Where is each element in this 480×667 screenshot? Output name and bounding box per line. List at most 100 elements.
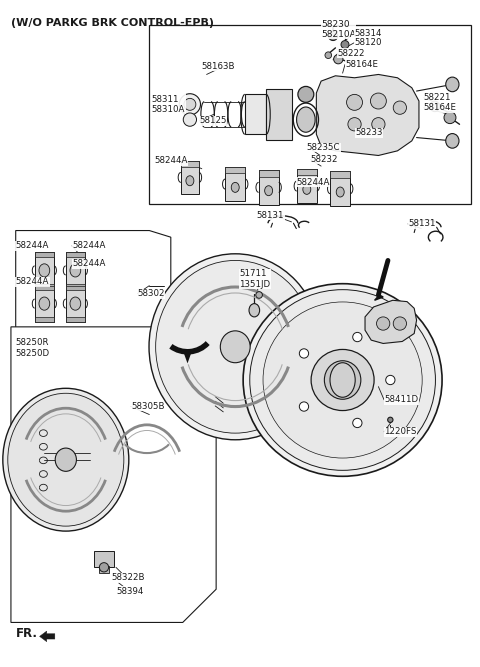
Bar [35, 285, 54, 290]
Ellipse shape [183, 113, 196, 126]
Ellipse shape [220, 331, 250, 363]
Ellipse shape [55, 448, 76, 472]
Text: 58163B: 58163B [202, 62, 235, 71]
Ellipse shape [376, 317, 390, 330]
Bar [225, 167, 245, 201]
Text: 58222: 58222 [338, 49, 365, 58]
Polygon shape [183, 350, 192, 364]
Text: 58305B: 58305B [131, 402, 165, 411]
Bar [149, 25, 471, 204]
Text: 1220FS: 1220FS [384, 428, 417, 436]
Ellipse shape [300, 402, 309, 411]
Text: 58131: 58131 [257, 211, 284, 219]
Bar [35, 285, 54, 321]
Bar [181, 161, 199, 194]
Text: 58233: 58233 [356, 129, 383, 137]
Ellipse shape [386, 376, 395, 385]
Ellipse shape [334, 55, 343, 64]
Text: 58244A: 58244A [296, 177, 330, 187]
Bar [66, 253, 85, 257]
Ellipse shape [70, 264, 81, 277]
Ellipse shape [149, 253, 322, 440]
Text: 58311
58310A: 58311 58310A [152, 95, 185, 114]
Ellipse shape [446, 133, 459, 148]
Text: 58230
58210A: 58230 58210A [321, 19, 356, 39]
Text: 58302: 58302 [137, 289, 165, 298]
Bar [35, 253, 54, 288]
Text: 58394: 58394 [116, 587, 144, 596]
Ellipse shape [371, 93, 386, 109]
Bar [181, 161, 199, 167]
Text: 58244A: 58244A [16, 277, 49, 286]
Bar [225, 167, 245, 173]
Bar [66, 285, 85, 321]
Ellipse shape [180, 94, 201, 115]
Text: 58314: 58314 [355, 29, 382, 38]
Ellipse shape [249, 303, 260, 317]
Ellipse shape [347, 94, 362, 110]
Ellipse shape [300, 349, 309, 358]
Ellipse shape [264, 185, 273, 195]
Bar [66, 283, 85, 288]
Ellipse shape [341, 41, 349, 49]
Ellipse shape [3, 388, 129, 531]
Ellipse shape [328, 31, 338, 41]
Polygon shape [365, 300, 417, 344]
Text: FR.: FR. [16, 627, 38, 640]
Ellipse shape [393, 317, 407, 330]
Ellipse shape [70, 297, 81, 310]
Text: 58235C: 58235C [307, 143, 340, 152]
Bar [259, 170, 279, 205]
Text: 58411D: 58411D [384, 396, 418, 404]
Ellipse shape [353, 332, 362, 342]
Ellipse shape [250, 289, 435, 470]
Text: 58131: 58131 [408, 219, 435, 228]
Ellipse shape [39, 264, 50, 277]
Ellipse shape [430, 101, 439, 111]
Bar [35, 283, 54, 288]
Bar [297, 169, 317, 203]
Polygon shape [11, 327, 216, 622]
Text: 58322B: 58322B [111, 574, 144, 582]
Ellipse shape [325, 52, 332, 59]
Ellipse shape [444, 111, 456, 123]
Ellipse shape [388, 417, 393, 422]
Ellipse shape [184, 98, 196, 110]
Bar [330, 171, 350, 178]
Ellipse shape [231, 182, 239, 192]
Ellipse shape [298, 87, 314, 102]
Ellipse shape [353, 418, 362, 428]
Ellipse shape [324, 361, 361, 400]
Bar [95, 551, 114, 568]
Text: (W/O PARKG BRK CONTROL-EPB): (W/O PARKG BRK CONTROL-EPB) [11, 18, 214, 28]
Ellipse shape [303, 184, 311, 194]
Text: 58250R
58250D: 58250R 58250D [16, 338, 50, 358]
Text: 58244A: 58244A [154, 156, 188, 165]
Ellipse shape [372, 117, 385, 131]
Ellipse shape [446, 77, 459, 92]
Text: 58164E: 58164E [345, 60, 378, 69]
Ellipse shape [311, 350, 374, 411]
Ellipse shape [348, 117, 361, 131]
Text: 58244A: 58244A [16, 241, 49, 250]
Bar [245, 94, 266, 134]
Ellipse shape [256, 291, 263, 298]
Polygon shape [16, 231, 171, 337]
Ellipse shape [297, 107, 315, 132]
Bar [35, 253, 54, 257]
Bar [297, 169, 317, 175]
Text: 58244A: 58244A [72, 259, 106, 268]
Polygon shape [316, 75, 419, 155]
Ellipse shape [8, 394, 124, 526]
Ellipse shape [186, 175, 194, 185]
Bar [259, 170, 279, 177]
Bar [330, 171, 350, 206]
Text: 58221: 58221 [424, 93, 451, 102]
Text: 51711
1351JD: 51711 1351JD [239, 269, 270, 289]
Bar [66, 285, 85, 290]
Text: 58120: 58120 [355, 38, 382, 47]
Ellipse shape [99, 563, 108, 572]
Ellipse shape [39, 297, 50, 310]
Polygon shape [39, 631, 55, 642]
Ellipse shape [330, 363, 355, 398]
